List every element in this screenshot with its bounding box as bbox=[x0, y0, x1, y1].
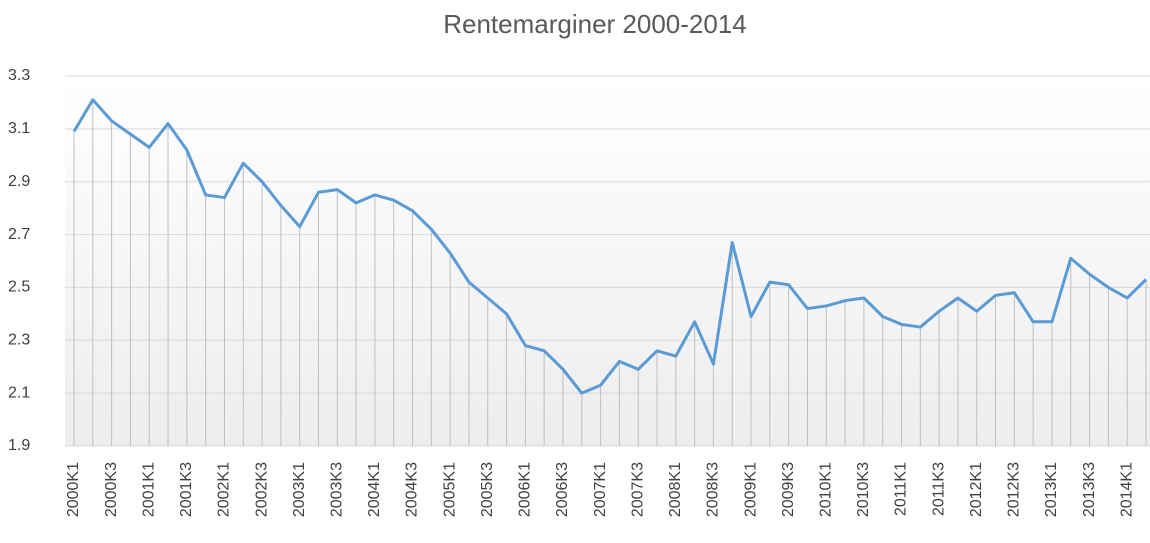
x-tick-label: 2014K1 bbox=[1118, 462, 1135, 517]
y-tick-label: 2.3 bbox=[8, 332, 30, 349]
x-tick-label: 2013K3 bbox=[1081, 462, 1098, 517]
y-tick-label: 2.9 bbox=[8, 173, 30, 190]
x-tick-label: 2001K1 bbox=[140, 462, 157, 517]
x-tick-label: 2004K3 bbox=[404, 462, 421, 517]
x-tick-label: 2010K1 bbox=[817, 462, 834, 517]
y-tick-label: 3.3 bbox=[8, 67, 30, 84]
x-tick-label: 2002K3 bbox=[253, 462, 270, 517]
x-tick-label: 2006K1 bbox=[517, 462, 534, 517]
x-tick-label: 2008K3 bbox=[705, 462, 722, 517]
y-tick-label: 2.1 bbox=[8, 384, 30, 401]
y-tick-label: 2.5 bbox=[8, 279, 30, 296]
y-tick-label: 1.9 bbox=[8, 437, 30, 454]
x-tick-label: 2005K1 bbox=[441, 462, 458, 517]
x-tick-label: 2009K3 bbox=[780, 462, 797, 517]
x-tick-label: 2006K3 bbox=[554, 462, 571, 517]
x-tick-label: 2008K1 bbox=[667, 462, 684, 517]
x-tick-label: 2009K1 bbox=[742, 462, 759, 517]
plot-area bbox=[65, 76, 1150, 446]
x-tick-label: 2001K3 bbox=[178, 462, 195, 517]
x-tick-label: 2005K3 bbox=[479, 462, 496, 517]
x-tick-label: 2004K1 bbox=[366, 462, 383, 517]
x-tick-label: 2012K1 bbox=[968, 462, 985, 517]
series-line bbox=[72, 98, 1148, 395]
x-tick-label: 2003K3 bbox=[329, 462, 346, 517]
y-tick-label: 2.7 bbox=[8, 226, 30, 243]
x-tick-label: 2013K1 bbox=[1043, 462, 1060, 517]
x-tick-label: 2007K1 bbox=[592, 462, 609, 517]
x-tick-label: 2002K1 bbox=[216, 462, 233, 517]
x-tick-label: 2000K1 bbox=[65, 462, 82, 517]
x-tick-label: 2003K1 bbox=[291, 462, 308, 517]
x-tick-label: 2010K3 bbox=[855, 462, 872, 517]
x-tick-label: 2000K3 bbox=[103, 462, 120, 517]
chart-title: Rentemarginer 2000-2014 bbox=[443, 9, 747, 39]
x-tick-label: 2011K1 bbox=[893, 462, 910, 516]
x-tick-label: 2011K3 bbox=[930, 462, 947, 516]
x-tick-label: 2007K3 bbox=[629, 462, 646, 517]
y-tick-label: 3.1 bbox=[8, 120, 30, 137]
x-tick-label: 2012K3 bbox=[1006, 462, 1023, 517]
